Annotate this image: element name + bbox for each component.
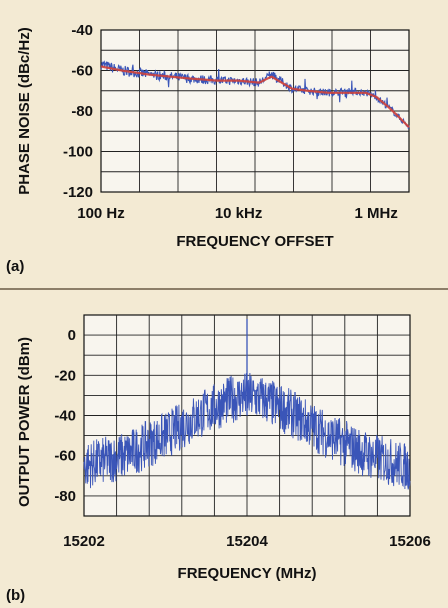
y-tick-label: -100: [63, 144, 93, 161]
y-tick-label: -40: [54, 408, 76, 425]
y-tick-label: -120: [63, 184, 93, 201]
panel-label-a: (a): [6, 258, 24, 275]
y-tick-label: -20: [54, 367, 76, 384]
y-tick-label: -60: [71, 63, 93, 80]
y-tick-label: 0: [68, 327, 76, 344]
y-tick-label: -80: [71, 103, 93, 120]
x-tick-label: 10 kHz: [215, 205, 263, 222]
x-tick-label: 100 Hz: [77, 205, 125, 222]
y-tick-label: -80: [54, 488, 76, 505]
panel-label-b: (b): [6, 587, 25, 604]
x-tick-label: 1 MHz: [355, 205, 398, 222]
output-power-chart: 15202 15204 15206 0 -20 -40 -60 -80 FREQUENCY (…: [6, 314, 431, 604]
y-axis-title-b: OUTPUT POWER (dBm): [16, 337, 33, 507]
x-tick-label: 15204: [226, 533, 268, 550]
y-tick-label: -40: [71, 22, 93, 39]
x-tick-label: 15202: [63, 533, 105, 550]
x-tick-label: 15206: [389, 533, 431, 550]
y-axis-title-a: PHASE NOISE (dBc/Hz): [16, 27, 33, 195]
phase-noise-chart: 100 Hz 10 kHz 1 MHz -40 -60 -80 -100 -120 FREQU…: [6, 22, 410, 275]
x-axis-title-a: FREQUENCY OFFSET: [176, 233, 333, 250]
y-tick-label: -60: [54, 448, 76, 465]
x-axis-title-b: FREQUENCY (MHz): [178, 565, 317, 582]
series-line-smooth: [100, 65, 410, 128]
